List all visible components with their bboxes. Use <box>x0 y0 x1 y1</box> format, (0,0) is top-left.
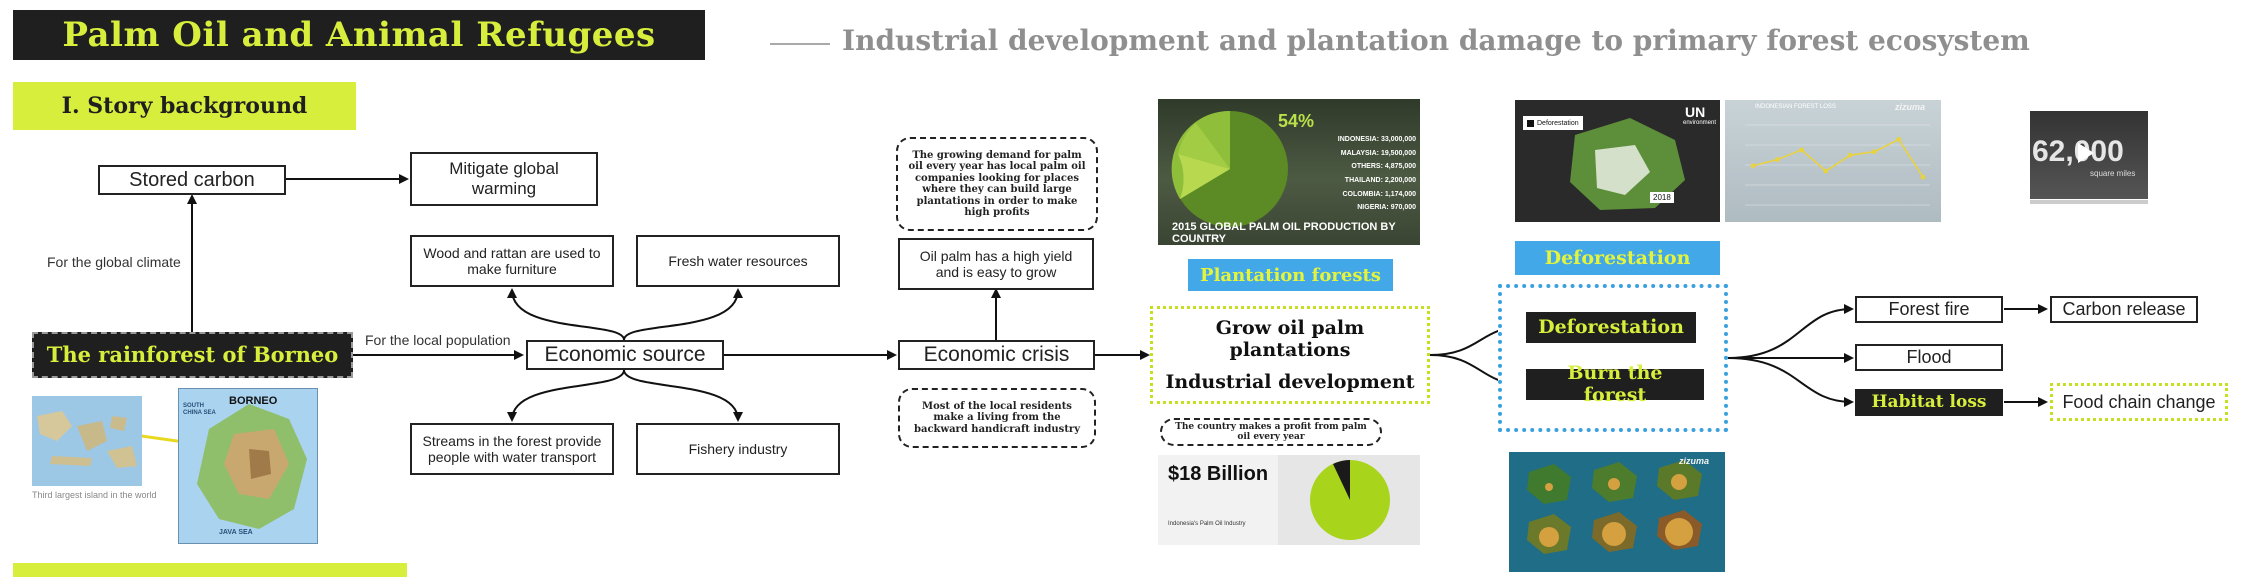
forest-loss-line-chart <box>1745 124 1930 206</box>
profit-amount: $18 Billion <box>1168 463 1269 485</box>
subtitle-rule <box>770 43 830 45</box>
indonesia-map-thumbnail <box>32 396 142 486</box>
palm-oil-production-image: 54% INDONESIA: 33,000,000 MALAYSIA: 19,5… <box>1158 99 1420 245</box>
note-country-profit: The country makes a profit from palm oil… <box>1160 418 1382 446</box>
plantation-industrial-box: Grow oil palm plantations + Industrial d… <box>1150 306 1430 404</box>
node-food-chain-change: Food chain change <box>2050 383 2228 421</box>
pie-row: NIGERIA: 970,000 <box>1357 204 1416 212</box>
forest-loss-title: INDONESIAN FOREST LOSS <box>1755 104 1836 110</box>
legend-swatch-icon <box>1527 119 1534 127</box>
pie-row: THAILAND: 2,200,000 <box>1344 176 1416 184</box>
forest-loss-point <box>1920 174 1926 180</box>
tag-plantation-forests: Plantation forests <box>1188 259 1393 291</box>
plus-sign: + <box>1285 345 1295 361</box>
pie-row: MALAYSIA: 19,500,000 <box>1340 149 1416 157</box>
java-sea-label: JAVA SEA <box>219 529 253 536</box>
node-carbon-release: Carbon release <box>2050 296 2198 323</box>
node-economic-crisis: Economic crisis <box>898 340 1095 370</box>
node-economic-source: Economic source <box>526 340 724 370</box>
borneo-island-icon <box>197 404 307 529</box>
tag-deforestation: Deforestation <box>1515 241 1720 275</box>
node-wood-rattan: Wood and rattan are used to make furnitu… <box>410 235 614 287</box>
video-thumbnail[interactable]: 62,000 square miles <box>2030 111 2148 199</box>
pie-rows: INDONESIA: 33,000,000 MALAYSIA: 19,500,0… <box>1308 133 1416 215</box>
note-growing-demand: The growing demand for palm oil every ye… <box>896 137 1098 231</box>
indonesia-map-icon <box>37 411 137 468</box>
legend-deforestation-label: Deforestation <box>1537 119 1579 127</box>
map-year: 2018 <box>1650 192 1674 203</box>
video-progress-bar <box>2030 200 2148 204</box>
pie-title: 2015 GLOBAL PALM OIL PRODUCTION BY COUNT… <box>1172 221 1396 245</box>
forest-loss-point <box>1750 163 1756 169</box>
node-streams: Streams in the forest provide people wit… <box>410 423 614 475</box>
next-section-bar <box>13 563 407 577</box>
node-oil-palm: Oil palm has a high yield and is easy to… <box>898 238 1094 290</box>
node-grow-oil-palm: Grow oil palm plantations <box>1215 317 1365 361</box>
south-china-sea-label: SOUTH CHINA SEA <box>183 403 216 416</box>
un-deforestation-map-image: UN environment Deforestation 2018 <box>1515 100 1720 222</box>
video-unit: square miles <box>2090 169 2136 178</box>
forest-loss-maps-icon <box>1527 460 1702 554</box>
zizuma-watermark-2: zizuma <box>1679 456 1710 466</box>
node-fishery: Fishery industry <box>636 423 840 475</box>
forest-loss-point <box>1799 147 1804 153</box>
forest-loss-point <box>1847 152 1853 158</box>
edge-label-local-population: For the local population <box>365 332 511 348</box>
section-heading: I. Story background <box>13 82 356 130</box>
forest-loss-point <box>1872 149 1877 155</box>
node-habitat-loss: Habitat loss <box>1855 389 2003 416</box>
play-icon[interactable] <box>2078 143 2094 163</box>
deforestation-burn-box <box>1498 284 1728 432</box>
map-caption: Third largest island in the world <box>32 490 157 500</box>
node-flood: Flood <box>1855 344 2003 371</box>
forest-loss-series-line <box>1752 138 1924 178</box>
chart-gridlines <box>1745 124 1930 206</box>
production-pie-icon <box>1171 110 1288 227</box>
note-local-residents: Most of the local residents make a livin… <box>898 388 1096 448</box>
forest-loss-point <box>1823 168 1829 174</box>
borneo-map-label: BORNEO <box>229 395 278 407</box>
zizuma-watermark: zizuma <box>1895 102 1926 112</box>
node-deforestation: Deforestation <box>1526 312 1696 343</box>
forest-loss-maps-image: zizuma <box>1509 452 1725 572</box>
pie-row: COLOMBIA: 1,174,000 <box>1342 190 1416 198</box>
page-title: Palm Oil and Animal Refugees <box>13 10 705 60</box>
profit-image: $18 Billion Indonesia's Palm Oil Industr… <box>1158 455 1420 545</box>
video-number: 62,000 <box>2032 135 2124 168</box>
edge-label-global-climate: For the global climate <box>47 254 181 270</box>
node-forest-fire: Forest fire <box>1855 296 2003 323</box>
profit-caption: Indonesia's Palm Oil Industry <box>1168 521 1246 527</box>
node-fresh-water: Fresh water resources <box>636 235 840 287</box>
pie-row: OTHERS: 4,875,000 <box>1351 163 1416 171</box>
page-subtitle: Industrial development and plantation da… <box>842 24 2030 57</box>
profit-pie-icon <box>1310 460 1390 540</box>
node-rainforest-of-borneo: The rainforest of Borneo <box>32 332 353 378</box>
node-mitigate-global-warming: Mitigate global warming <box>410 152 598 206</box>
un-logo: UN <box>1685 104 1706 120</box>
forest-loss-point <box>1896 136 1902 142</box>
pie-percent: 54% <box>1278 111 1315 131</box>
node-stored-carbon: Stored carbon <box>98 165 286 195</box>
pie-row: INDONESIA: 33,000,000 <box>1337 136 1416 143</box>
map-legend: Deforestation <box>1523 116 1583 130</box>
borneo-map: BORNEO SOUTH CHINA SEA JAVA SEA <box>178 388 318 544</box>
forest-loss-chart-image: INDONESIAN FOREST LOSS zizuma <box>1725 100 1941 222</box>
un-logo-sub: environment <box>1683 120 1717 126</box>
profit-pie-panel <box>1278 455 1420 545</box>
forest-loss-point <box>1774 157 1780 162</box>
node-burn-the-forest: Burn the forest <box>1526 362 1704 405</box>
deforestation-map-icon <box>1570 118 1685 210</box>
node-industrial-development: Industrial development <box>1165 371 1415 393</box>
